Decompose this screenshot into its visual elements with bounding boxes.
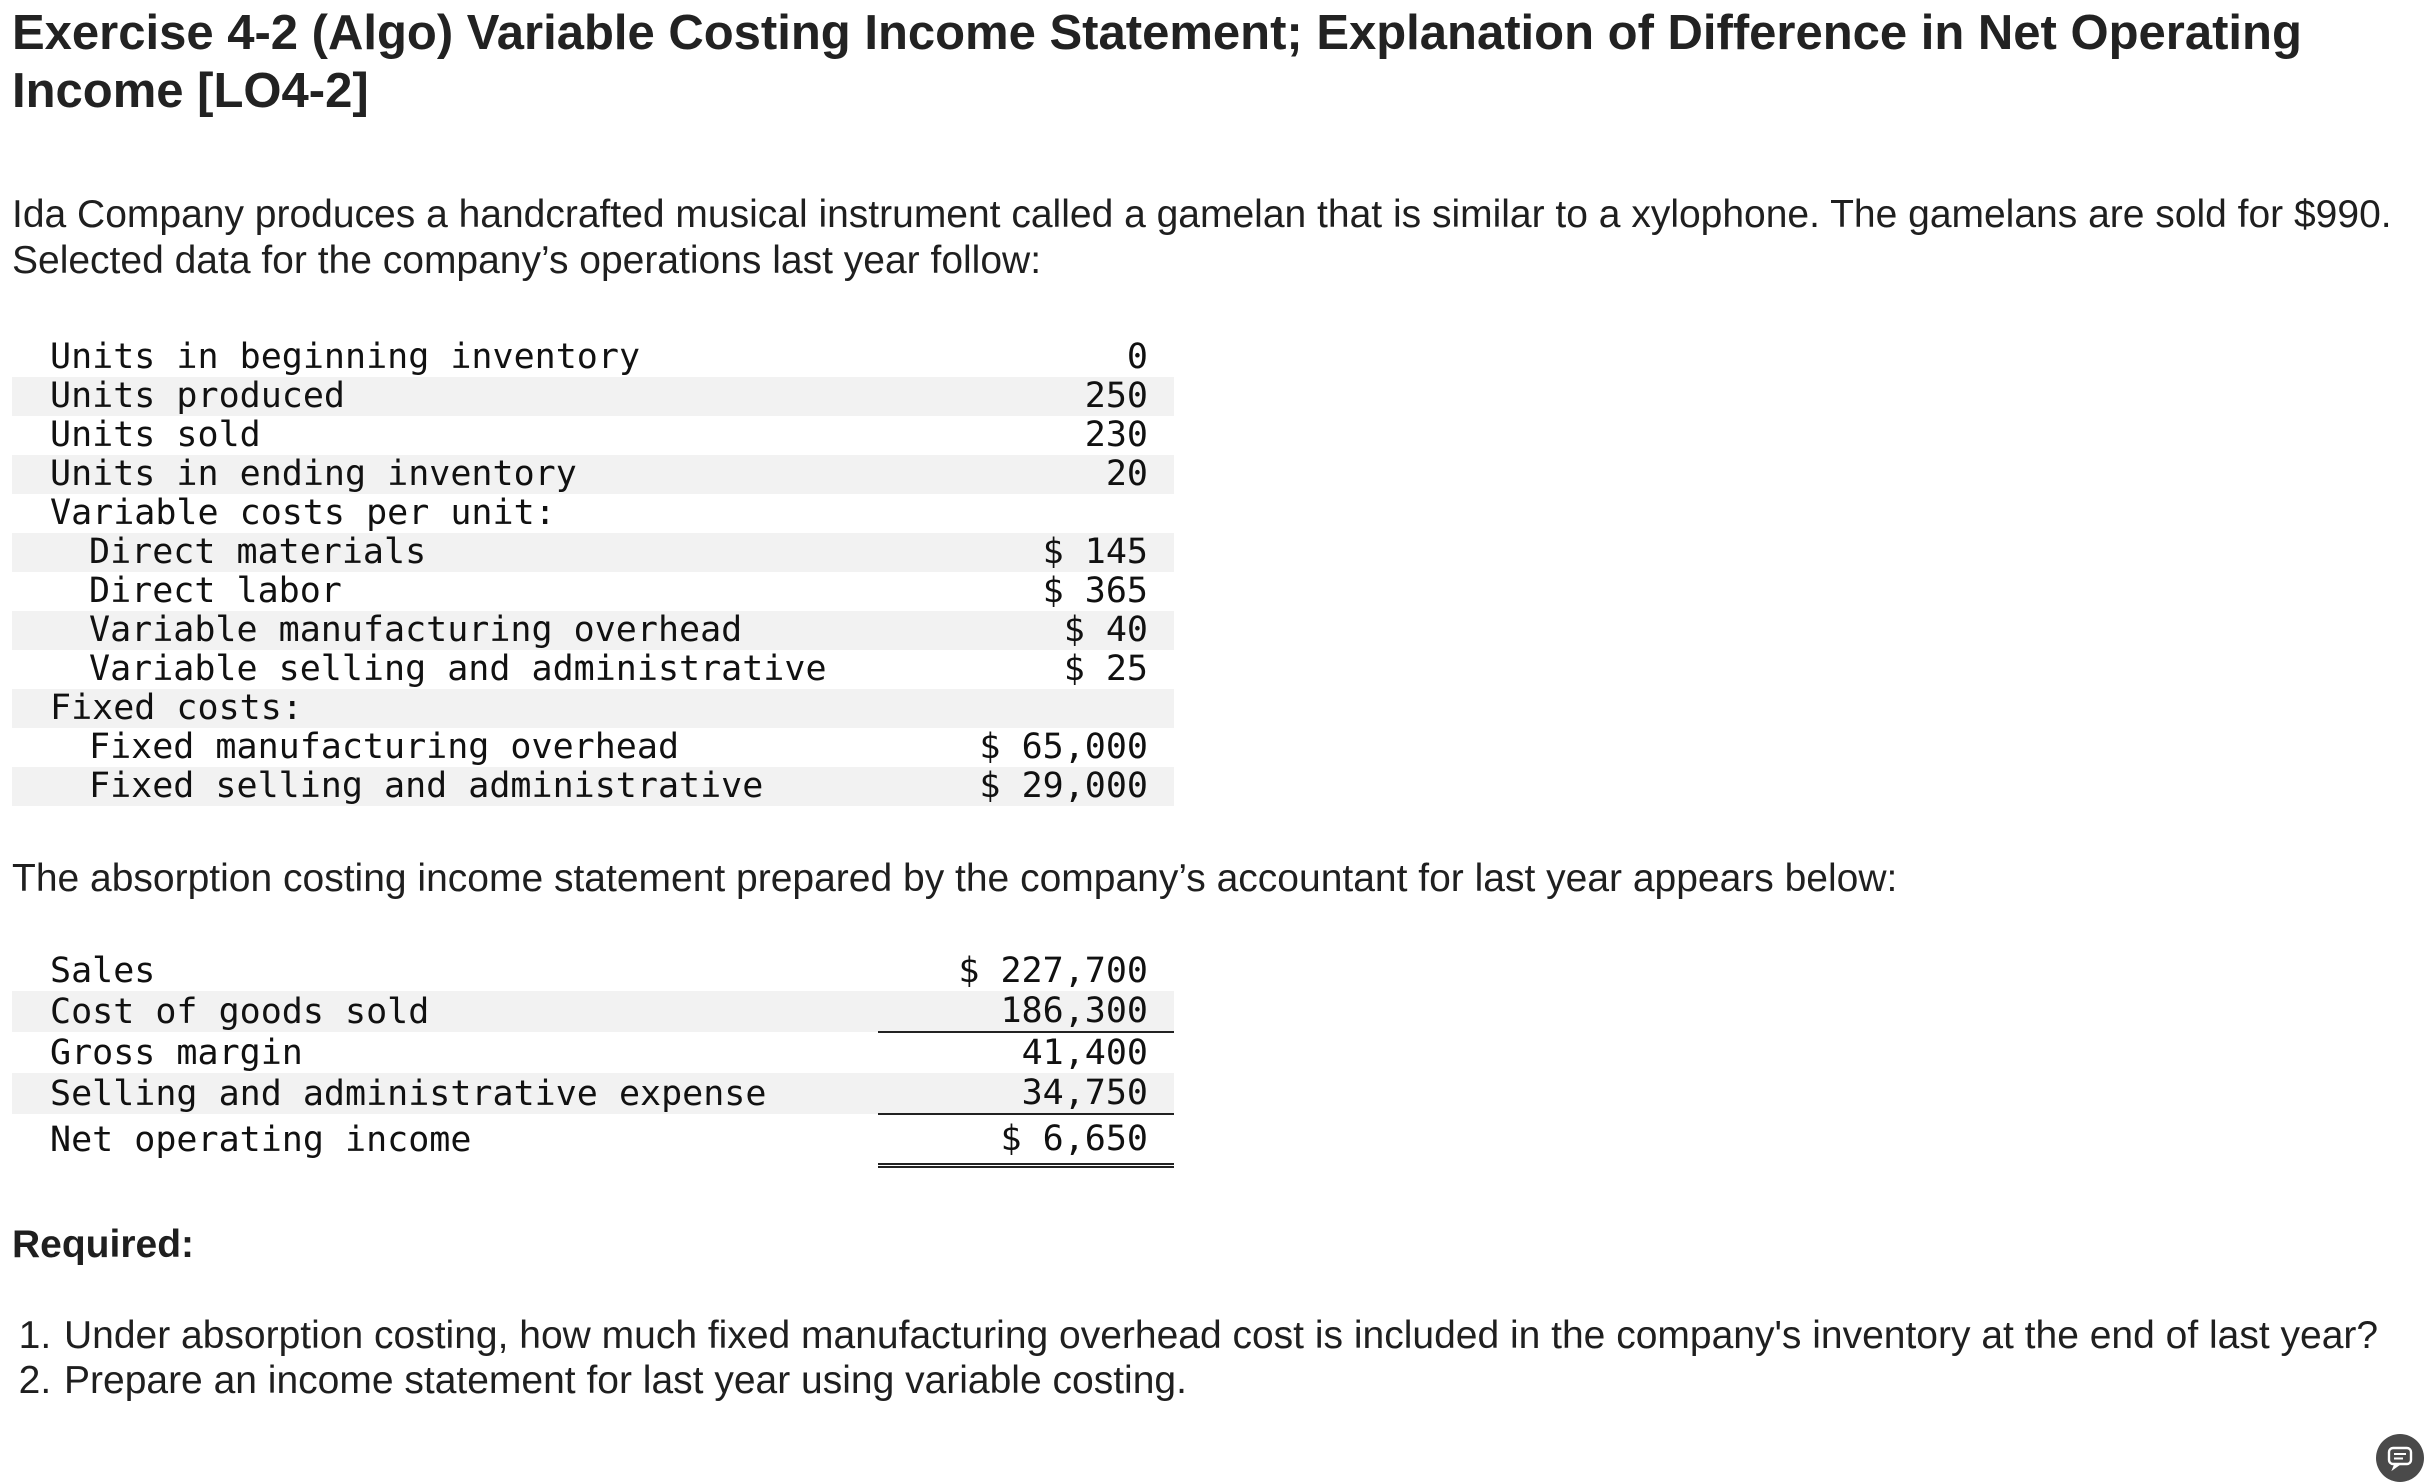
chat-button[interactable] [2376, 1434, 2424, 1482]
data-label: Variable costs per unit: [50, 493, 556, 533]
data-value: 20 [878, 455, 1174, 494]
statement-label: Sales [50, 951, 156, 991]
data-row-variable-selling-admin: Variable selling and administrative $ 25 [12, 650, 1174, 689]
statement-row-selling-admin: Selling and administrative expense 34,75… [12, 1073, 1174, 1115]
data-row-beginning-inventory: Units in beginning inventory 0 [12, 338, 1174, 377]
data-label: Direct labor [89, 571, 342, 611]
statement-label: Selling and administrative expense [12, 1073, 878, 1114]
data-value: 250 [878, 377, 1174, 416]
data-value [878, 689, 1174, 728]
absorption-income-statement: Sales $ 227,700 Cost of goods sold 186,3… [12, 951, 1174, 1168]
exercise-title: Exercise 4-2 (Algo) Variable Costing Inc… [12, 6, 2302, 118]
required-heading: Required: [12, 1223, 195, 1266]
required-list: Under absorption costing, how much fixed… [12, 1313, 2402, 1403]
statement-row-gross-margin: Gross margin 41,400 [12, 1032, 1174, 1074]
data-label: Units in ending inventory [12, 455, 878, 494]
required-item: Prepare an income statement for last yea… [62, 1358, 2402, 1403]
statement-value: 186,300 [878, 991, 1174, 1033]
selected-data-table: Units in beginning inventory 0 Units pro… [12, 338, 1174, 806]
data-label: Direct materials [12, 533, 878, 572]
data-value: $ 365 [1042, 571, 1148, 611]
data-row-units-produced: Units produced 250 [12, 377, 1174, 416]
statement-row-net-operating-income: Net operating income $ 6,650 [12, 1114, 1174, 1168]
data-row-fixed-costs-heading: Fixed costs: [12, 689, 1174, 728]
statement-label: Gross margin [50, 1032, 303, 1073]
data-row-direct-labor: Direct labor $ 365 [12, 572, 1174, 611]
statement-row-sales: Sales $ 227,700 [12, 951, 1174, 991]
intro-paragraph: Ida Company produces a handcrafted music… [12, 193, 2392, 282]
data-value: $ 40 [878, 611, 1174, 650]
statement-row-cogs: Cost of goods sold 186,300 [12, 991, 1174, 1033]
statement-value: $ 227,700 [958, 951, 1148, 991]
statement-label: Net operating income [50, 1119, 472, 1160]
data-label: Fixed costs: [12, 689, 878, 728]
data-value [878, 494, 1174, 533]
data-row-direct-materials: Direct materials $ 145 [12, 533, 1174, 572]
data-row-fixed-selling-admin: Fixed selling and administrative $ 29,00… [12, 767, 1174, 806]
data-row-variable-costs-heading: Variable costs per unit: [12, 494, 1174, 533]
chat-bubble-icon [2387, 1446, 2413, 1472]
data-value: $ 29,000 [878, 767, 1174, 806]
data-value: $ 145 [878, 533, 1174, 572]
required-item: Under absorption costing, how much fixed… [62, 1313, 2402, 1358]
absorption-intro-text: The absorption costing income statement … [12, 857, 1898, 900]
data-label: Variable selling and administrative [89, 649, 827, 689]
data-value: 230 [1084, 415, 1148, 455]
data-value: $ 65,000 [979, 727, 1148, 767]
statement-value: $ 6,650 [878, 1114, 1174, 1168]
data-label: Fixed manufacturing overhead [89, 727, 680, 767]
data-value: 0 [1126, 337, 1148, 377]
statement-label: Cost of goods sold [12, 991, 878, 1032]
statement-value: 34,750 [878, 1073, 1174, 1115]
data-row-ending-inventory: Units in ending inventory 20 [12, 455, 1174, 494]
data-label: Units produced [12, 377, 878, 416]
data-label: Variable manufacturing overhead [12, 611, 878, 650]
data-label: Fixed selling and administrative [12, 767, 878, 806]
data-label: Units sold [50, 415, 261, 455]
data-label: Units in beginning inventory [50, 337, 641, 377]
data-row-variable-mfg-overhead: Variable manufacturing overhead $ 40 [12, 611, 1174, 650]
statement-value: 41,400 [1021, 1033, 1148, 1073]
data-row-units-sold: Units sold 230 [12, 416, 1174, 455]
data-row-fixed-mfg-overhead: Fixed manufacturing overhead $ 65,000 [12, 728, 1174, 767]
data-value: $ 25 [1063, 649, 1148, 689]
exercise-page: Exercise 4-2 (Algo) Variable Costing Inc… [12, 0, 2412, 1402]
